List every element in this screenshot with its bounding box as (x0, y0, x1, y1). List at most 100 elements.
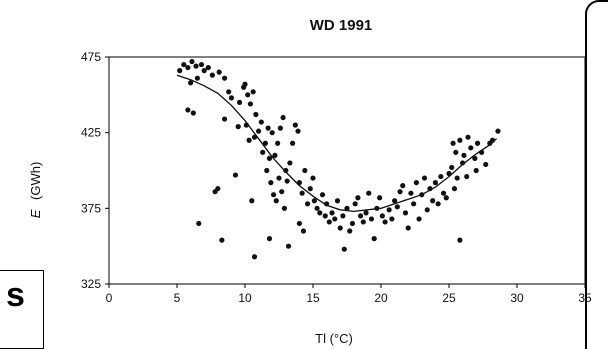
data-point (251, 134, 258, 140)
data-point (440, 190, 447, 196)
data-point (468, 145, 474, 151)
data-point (222, 116, 228, 122)
data-point (280, 114, 286, 121)
x-tick-label: 25 (442, 291, 456, 305)
y-tick-label: 425 (81, 126, 101, 140)
svg-text:E (GWh): E (GWh) (28, 162, 43, 219)
data-point (247, 101, 254, 107)
data-point (189, 58, 195, 65)
data-point (322, 213, 328, 219)
data-point (337, 225, 343, 231)
data-point (242, 81, 248, 87)
data-point (219, 237, 225, 243)
data-point (228, 95, 234, 101)
data-point (427, 186, 433, 192)
data-point (249, 198, 255, 204)
fit-curve (176, 74, 498, 213)
data-point (421, 175, 428, 181)
data-point (360, 219, 366, 225)
data-point (430, 198, 436, 204)
data-point (295, 128, 301, 134)
data-point (446, 170, 452, 177)
data-point (424, 207, 430, 213)
data-point (281, 205, 288, 211)
data-point (209, 72, 215, 78)
data-point (374, 205, 380, 211)
data-point (363, 210, 369, 216)
data-point (304, 201, 311, 207)
data-point (296, 220, 302, 227)
data-point (317, 210, 323, 216)
data-point (235, 124, 241, 130)
data-point (243, 122, 249, 128)
y-axis-label: E (GWh) (28, 162, 43, 219)
data-point (310, 175, 316, 181)
data-point (268, 180, 274, 186)
data-point (460, 160, 466, 166)
data-point (347, 228, 353, 234)
data-point (344, 205, 350, 211)
data-point (269, 130, 275, 136)
data-point (198, 61, 205, 68)
data-point (402, 210, 409, 216)
data-point (457, 237, 463, 243)
data-point (416, 216, 422, 222)
data-point (236, 99, 243, 105)
data-point (349, 220, 356, 227)
data-point (311, 198, 317, 204)
data-point (443, 195, 449, 201)
data-point (465, 134, 471, 140)
data-point (495, 128, 501, 134)
data-point (270, 192, 277, 198)
x-tick-label: 20 (374, 291, 388, 305)
data-point (366, 190, 372, 196)
data-point (472, 155, 478, 161)
data-point (185, 64, 191, 71)
side-box-fragment (0, 270, 44, 349)
data-point (340, 213, 346, 219)
data-point (324, 201, 330, 207)
y-tick-label: 325 (81, 277, 101, 291)
data-point (355, 195, 361, 201)
data-point (181, 61, 187, 68)
x-ticks: 0 5 10 15 20 25 30 35 (106, 284, 592, 305)
plot-frame (108, 56, 586, 285)
data-point (246, 137, 252, 143)
data-point (408, 190, 414, 196)
data-point (479, 149, 485, 155)
data-point (394, 204, 400, 210)
corner-border-fragment (585, 0, 608, 349)
data-point (438, 173, 444, 180)
data-point (188, 80, 194, 86)
data-point (216, 69, 222, 75)
data-point (450, 140, 456, 146)
data-point (326, 219, 332, 225)
data-point (251, 254, 258, 260)
data-point (292, 122, 298, 128)
data-point (392, 198, 398, 204)
data-point (454, 175, 460, 181)
data-point (190, 110, 196, 116)
data-point (483, 161, 489, 168)
data-point (302, 167, 308, 174)
data-point (379, 213, 385, 219)
data-point (266, 236, 273, 242)
data-point (300, 228, 307, 234)
data-point (329, 210, 335, 216)
data-point (386, 207, 392, 213)
data-point (307, 186, 313, 192)
data-point (405, 225, 411, 231)
data-point (284, 178, 290, 184)
data-point (451, 186, 458, 192)
data-point (196, 220, 202, 227)
data-points (177, 58, 501, 260)
x-axis-label: Tl (°C) (315, 331, 353, 346)
data-point (382, 219, 388, 225)
data-point (464, 173, 470, 180)
data-point (358, 213, 364, 219)
data-point (371, 236, 377, 242)
data-point (461, 152, 467, 158)
data-point (332, 216, 338, 222)
data-point (299, 190, 305, 196)
